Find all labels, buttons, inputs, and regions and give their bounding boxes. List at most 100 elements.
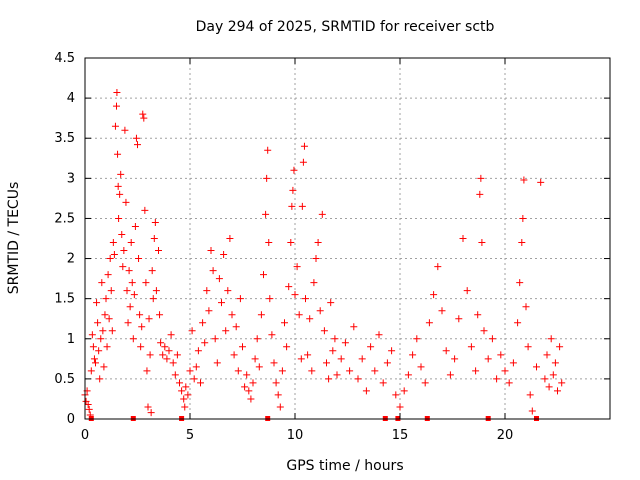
data-point — [276, 403, 284, 411]
data-point — [257, 311, 265, 319]
data-point — [367, 343, 375, 351]
data-point — [228, 311, 236, 319]
data-point — [114, 150, 122, 158]
data-point — [139, 110, 147, 118]
data-point — [323, 359, 330, 367]
data-point — [526, 391, 534, 399]
x-tick-label: 0 — [81, 428, 89, 443]
data-point — [239, 343, 246, 351]
data-point — [274, 391, 282, 399]
data-point — [306, 315, 314, 323]
data-point — [325, 375, 333, 383]
data-point — [383, 359, 391, 367]
data-point — [113, 88, 121, 96]
data-point — [222, 327, 230, 335]
data-point — [474, 311, 482, 319]
data-point — [236, 295, 244, 303]
data-point — [87, 367, 95, 375]
data-point — [104, 271, 112, 279]
data-point — [547, 335, 555, 343]
data-point — [120, 247, 128, 255]
data-point — [130, 291, 138, 299]
data-point — [90, 355, 98, 363]
data-point — [199, 319, 207, 327]
data-point — [371, 367, 379, 375]
data-point — [243, 371, 251, 379]
data-point — [96, 375, 104, 383]
data-point — [331, 335, 339, 343]
data-point — [146, 351, 154, 359]
data-point — [268, 331, 276, 339]
data-point — [141, 206, 149, 214]
data-point — [434, 263, 442, 271]
data-point — [132, 134, 140, 142]
data-point — [518, 239, 526, 247]
data-point — [528, 407, 536, 415]
data-point — [302, 295, 309, 303]
data-point — [409, 351, 417, 359]
data-point — [312, 255, 320, 263]
data-point — [161, 343, 169, 351]
data-point — [194, 347, 202, 355]
data-point — [320, 327, 328, 335]
y-tick-label: 0.5 — [54, 372, 75, 387]
data-point — [392, 391, 400, 399]
data-point — [125, 267, 133, 275]
data-point — [167, 331, 175, 339]
data-point — [136, 311, 144, 319]
data-point — [105, 315, 113, 323]
data-point — [543, 351, 551, 359]
x-tick-label: 20 — [497, 428, 514, 443]
data-point — [545, 383, 553, 391]
data-point — [541, 375, 549, 383]
x-axis-label: GPS time / hours — [286, 458, 403, 474]
data-point — [354, 375, 362, 383]
data-point — [265, 239, 273, 247]
data-point — [249, 379, 257, 387]
data-point — [230, 351, 238, 359]
data-point — [135, 255, 143, 263]
data-point — [143, 367, 151, 375]
data-point — [98, 279, 106, 287]
data-point — [358, 355, 366, 363]
data-point — [396, 403, 404, 411]
data-point — [341, 339, 349, 347]
data-point — [484, 355, 492, 363]
data-point — [138, 323, 146, 331]
data-point — [109, 239, 117, 247]
y-tick-label: 4 — [67, 91, 75, 106]
data-point — [480, 327, 488, 335]
data-point — [119, 263, 127, 271]
data-point — [520, 176, 528, 184]
data-point — [400, 387, 408, 395]
data-point — [156, 311, 164, 319]
y-tick-label: 0 — [67, 412, 75, 427]
data-point — [295, 311, 303, 319]
data-point — [558, 379, 566, 387]
data-point — [117, 170, 125, 178]
data-point — [493, 375, 501, 383]
data-point — [459, 235, 467, 242]
data-point — [85, 405, 93, 413]
data-point — [157, 339, 165, 347]
data-point — [278, 367, 286, 375]
data-point — [84, 401, 92, 409]
data-point — [111, 122, 119, 130]
data-point — [99, 327, 107, 335]
data-point — [218, 299, 225, 307]
data-point — [173, 351, 181, 359]
data-point — [247, 395, 255, 403]
data-point — [375, 331, 383, 339]
data-point — [209, 267, 217, 275]
chart-title: Day 294 of 2025, SRMTID for receiver sct… — [196, 19, 495, 35]
data-point — [287, 239, 295, 247]
data-point — [232, 323, 240, 331]
data-point — [176, 379, 183, 387]
data-point — [178, 387, 186, 395]
data-point — [451, 355, 459, 363]
data-point — [115, 214, 123, 222]
data-point — [281, 319, 288, 327]
data-point — [346, 367, 354, 375]
